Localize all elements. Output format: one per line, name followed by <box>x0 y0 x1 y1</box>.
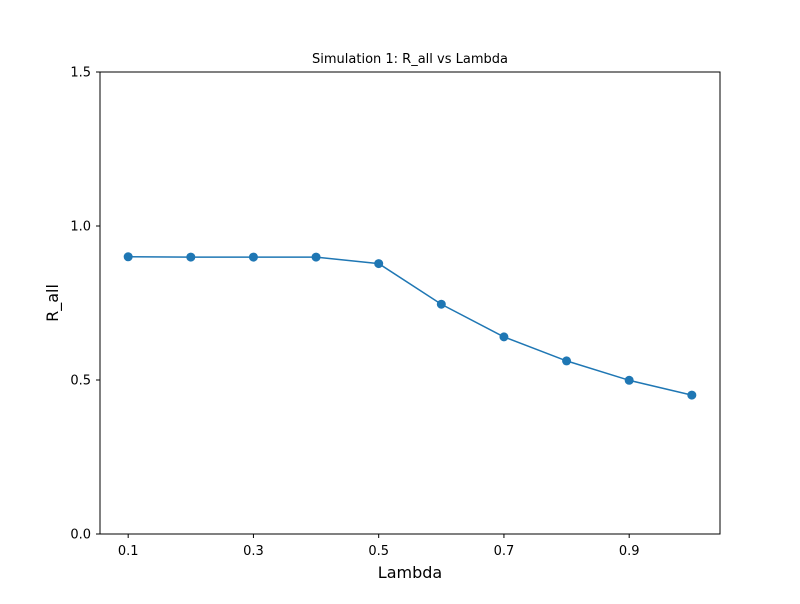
x-tick-label: 0.1 <box>118 544 139 559</box>
data-point <box>687 390 697 400</box>
data-point <box>374 259 384 269</box>
data-point <box>186 252 196 262</box>
data-point <box>624 375 634 385</box>
x-tick-label: 0.3 <box>243 544 264 559</box>
data-point <box>123 252 133 262</box>
y-tick-label: 0.5 <box>70 374 91 389</box>
x-tick-label: 0.9 <box>619 544 640 559</box>
y-axis-label: R_all <box>43 284 63 322</box>
chart-title: Simulation 1: R_all vs Lambda <box>312 52 508 67</box>
x-axis-label: Lambda <box>378 563 442 582</box>
series-line <box>128 256 692 396</box>
data-point <box>311 252 321 262</box>
data-point <box>436 299 446 309</box>
series-points <box>123 252 697 400</box>
data-point <box>499 332 509 342</box>
data-point <box>562 356 572 366</box>
y-axis-ticks: 0.0 0.5 1.0 1.5 <box>70 66 100 543</box>
x-axis-ticks: 0.1 0.3 0.5 0.7 0.9 <box>118 534 640 559</box>
data-point <box>248 252 258 262</box>
plot-area-frame <box>99 71 721 535</box>
x-tick-label: 0.5 <box>368 544 389 559</box>
y-tick-label: 1.5 <box>70 66 91 81</box>
y-tick-label: 1.0 <box>70 220 91 235</box>
x-tick-label: 0.7 <box>494 544 515 559</box>
y-tick-label: 0.0 <box>70 528 91 543</box>
